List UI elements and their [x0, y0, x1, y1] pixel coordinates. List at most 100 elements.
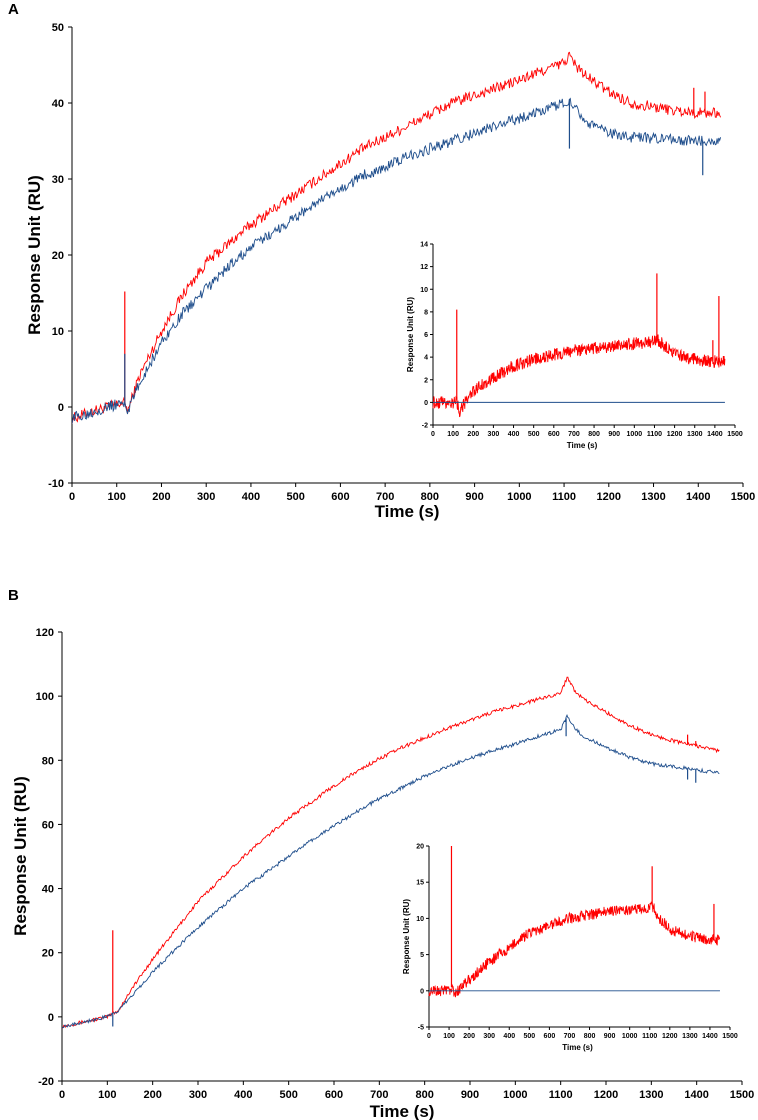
inset-1-x-tick-label: 1500: [722, 1033, 738, 1040]
panel-label: B: [8, 587, 19, 604]
main-0-x-tick-label: 1000: [507, 491, 531, 503]
inset-y-axis-title: Response Unit (RU): [406, 297, 415, 372]
main-1-y-tick-label: 80: [42, 755, 54, 767]
main-0-y-tick-label: 30: [52, 174, 64, 186]
inset-0-y-tick-label: -2: [422, 423, 428, 430]
main-0-x-tick-label: 0: [69, 491, 75, 503]
inset-0-x-tick-label: 1300: [687, 431, 703, 438]
inset-1-x-tick-label: 400: [503, 1033, 515, 1040]
main-1-y-tick-label: 40: [42, 884, 54, 896]
inset-x-axis-title: Time (s): [567, 441, 598, 450]
main-1-x-tick-label: 1200: [594, 1089, 618, 1101]
inset-0-y-tick-label: 14: [420, 242, 428, 249]
main-0-x-tick-label: 900: [465, 491, 483, 503]
main-1-x-tick-label: 700: [370, 1089, 388, 1101]
inset-1-x-tick-label: 900: [604, 1033, 616, 1040]
main-series-blue: [72, 97, 722, 424]
main-1-x-tick-label: 1300: [639, 1089, 663, 1101]
main-0-y-tick-label: 0: [58, 402, 64, 414]
inset-0-x-tick-label: 500: [528, 431, 540, 438]
inset-0-y-tick-label: 2: [424, 377, 428, 384]
main-1-x-tick-label: 1500: [730, 1089, 754, 1101]
main-1-x-tick-label: 1400: [684, 1089, 708, 1101]
inset-0-x-tick-label: 1500: [727, 431, 743, 438]
inset-series-difference: [432, 334, 726, 418]
main-1-x-tick-label: 500: [279, 1089, 297, 1101]
panel-a: A0 100 200 300 400 500 600 700 800 900 1000 1100 120…: [8, 1, 755, 521]
main-1-x-tick-label: 1000: [503, 1089, 527, 1101]
main-1-y-tick-label: 0: [48, 1012, 54, 1024]
main-0-x-tick-label: 200: [152, 491, 170, 503]
inset-0-x-tick-label: 100: [447, 431, 459, 438]
inset-1-y-tick-label: 15: [416, 880, 424, 887]
inset-1-y-tick-label: 5: [420, 952, 424, 959]
inset-1-x-tick-label: 1000: [622, 1033, 638, 1040]
inset-1-x-tick-label: 300: [483, 1033, 495, 1040]
inset-0-y-tick-label: 4: [424, 355, 428, 362]
panel-b: B0 100 200 300 400 500 600 700 800 900 1000 1100 120…: [8, 587, 754, 1120]
inset-1-x-tick-label: 500: [523, 1033, 535, 1040]
main-0-x-tick-label: 100: [108, 491, 126, 503]
inset-0-x-tick-label: 400: [508, 431, 520, 438]
inset-1-x-tick-label: 1400: [702, 1033, 718, 1040]
main-1-x-tick-label: 1100: [549, 1089, 573, 1101]
main-1-x-tick-label: 600: [325, 1089, 343, 1101]
main-series-red: [62, 676, 720, 1029]
main-0-x-tick-label: 400: [242, 491, 260, 503]
inset-x-axis-title: Time (s): [562, 1043, 593, 1052]
main-1-x-tick-label: 800: [415, 1089, 433, 1101]
inset-0-y-tick-label: 12: [420, 264, 428, 271]
inset-0-x-tick-label: 600: [548, 431, 560, 438]
inset-chart: 0 100 200 300 400 500 600 700 800 900 1000 1100 1200…: [402, 844, 738, 1053]
main-1-y-tick-label: -20: [38, 1076, 54, 1088]
inset-1-x-tick-label: 1200: [662, 1033, 678, 1040]
main-1-x-tick-label: 200: [143, 1089, 161, 1101]
main-0-x-tick-label: 1300: [641, 491, 665, 503]
inset-0-x-tick-label: 900: [608, 431, 620, 438]
inset-1-y-tick-label: -5: [418, 1025, 424, 1032]
main-1-x-tick-label: 900: [461, 1089, 479, 1101]
inset-1-x-tick-label: 200: [463, 1033, 475, 1040]
main-0-x-tick-label: 300: [197, 491, 215, 503]
main-1-x-tick-label: 300: [189, 1089, 207, 1101]
main-1-y-tick-label: 100: [36, 691, 54, 703]
inset-0-y-tick-label: 6: [424, 332, 428, 339]
main-1-y-tick-label: 120: [36, 627, 54, 639]
inset-0-x-tick-label: 700: [568, 431, 580, 438]
main-0-x-tick-label: 600: [331, 491, 349, 503]
inset-1-x-tick-label: 1300: [682, 1033, 698, 1040]
inset-y-axis-title: Response Unit (RU): [402, 899, 411, 974]
inset-1-x-tick-label: 100: [443, 1033, 455, 1040]
main-1-x-tick-label: 0: [59, 1089, 65, 1101]
main-0-x-tick-label: 700: [376, 491, 394, 503]
inset-0-y-tick-label: 10: [420, 287, 428, 294]
inset-0-y-tick-label: 8: [424, 309, 428, 316]
inset-1-y-tick-label: 0: [420, 988, 424, 995]
main-0-x-tick-label: 1400: [686, 491, 710, 503]
main-0-x-tick-label: 1200: [597, 491, 621, 503]
panel-label: A: [8, 1, 19, 18]
main-0-y-tick-label: 40: [52, 98, 64, 110]
inset-0-x-tick-label: 800: [588, 431, 600, 438]
inset-0-y-tick-label: 0: [424, 400, 428, 407]
main-0-y-tick-label: 10: [52, 326, 64, 338]
main-1-x-tick-label: 100: [98, 1089, 116, 1101]
inset-1-x-tick-label: 600: [544, 1033, 556, 1040]
inset-1-x-tick-label: 800: [584, 1033, 596, 1040]
inset-1-x-tick-label: 700: [564, 1033, 576, 1040]
y-axis-title: Response Unit (RU): [25, 175, 44, 335]
x-axis-title: Time (s): [370, 1102, 435, 1120]
main-0-x-tick-label: 1500: [731, 491, 755, 503]
x-axis-title: Time (s): [375, 502, 440, 521]
main-1-y-tick-label: 20: [42, 948, 54, 960]
main-0-x-tick-label: 800: [421, 491, 439, 503]
main-1-y-tick-label: 60: [42, 819, 54, 831]
main-1-x-tick-label: 400: [234, 1089, 252, 1101]
inset-0-x-tick-label: 1100: [647, 431, 662, 438]
main-series-red: [72, 51, 722, 424]
inset-0-x-tick-label: 200: [467, 431, 479, 438]
inset-1-y-tick-label: 10: [416, 916, 424, 923]
y-axis-title: Response Unit (RU): [11, 776, 30, 936]
inset-0-x-tick-label: 0: [431, 431, 435, 438]
